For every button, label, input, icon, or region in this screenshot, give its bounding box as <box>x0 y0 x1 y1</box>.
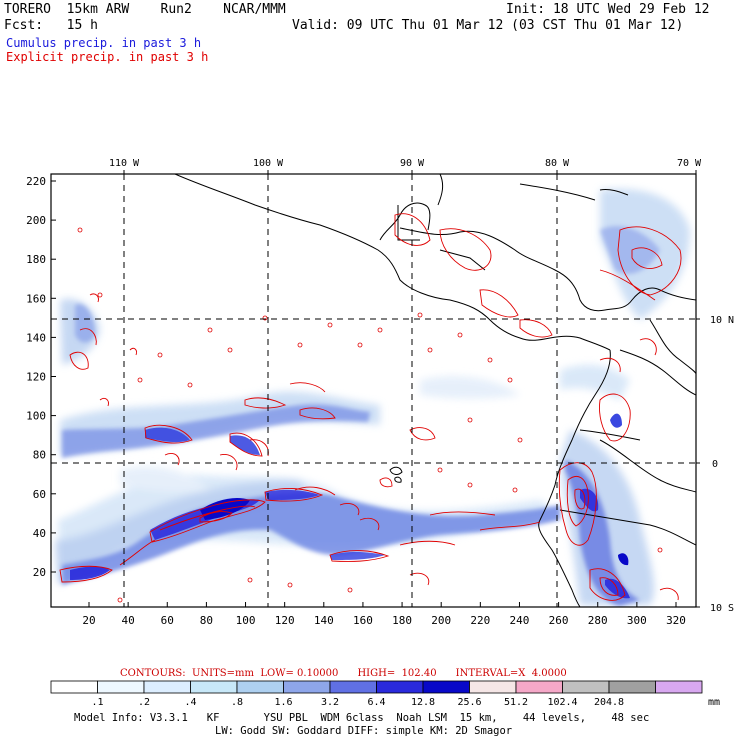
legend-swatch <box>283 680 331 694</box>
bottom-axis-label: 140 <box>314 614 334 627</box>
lon-label-110w: 110 W <box>109 158 140 169</box>
right-lat-labels: 10 N 0 10 S <box>710 315 734 614</box>
legend-swatch <box>143 680 191 694</box>
legend-swatch <box>422 680 470 694</box>
bottom-axis-label: 260 <box>549 614 569 627</box>
legend-color-bar <box>50 680 703 694</box>
right-lat-ticks <box>696 318 700 608</box>
legend-swatch <box>562 680 610 694</box>
left-axis-label: 180 <box>26 253 46 266</box>
legend-label: .4 <box>184 697 196 708</box>
legend-swatch <box>190 680 238 694</box>
top-lon-ticks <box>123 170 697 174</box>
left-axis-label: 160 <box>26 292 46 305</box>
bottom-axis-label: 100 <box>236 614 256 627</box>
footer-model-info: Model Info: V3.3.1 KF YSU PBL WDM 6class… <box>74 712 649 724</box>
bottom-axis-label: 200 <box>431 614 451 627</box>
left-axis-ticks <box>51 180 56 573</box>
legend-label: .1 <box>91 697 103 708</box>
left-axis-label: 200 <box>26 214 46 227</box>
bottom-axis-label: 160 <box>353 614 373 627</box>
bottom-axis-label: 280 <box>588 614 608 627</box>
bottom-axis-label: 240 <box>510 614 530 627</box>
legend-swatch <box>515 680 563 694</box>
bottom-axis-label: 20 <box>82 614 95 627</box>
legend-swatch <box>236 680 284 694</box>
legend-swatch <box>50 680 98 694</box>
legend-value-labels: .1 .2 .4 .8 1.6 3.2 6.4 12.8 25.6 51.2 102.4 204.8 <box>91 697 624 708</box>
legend-swatch <box>97 680 145 694</box>
legend-swatch <box>655 680 703 694</box>
left-axis-label: 20 <box>33 566 46 579</box>
legend-label: 12.8 <box>411 697 435 708</box>
footer-physics-info: LW: Godd SW: Goddard DIFF: simple KM: 2D… <box>215 725 512 737</box>
legend-swatch <box>376 680 424 694</box>
plot-frame <box>50 173 697 608</box>
legend-label: 51.2 <box>504 697 528 708</box>
header-forecast-hour: Fcst: 15 h <box>4 18 98 33</box>
legend-swatch <box>469 680 517 694</box>
legend-contour-info: CONTOURS: UNITS=mm LOW= 0.10000 HIGH= 10… <box>120 668 567 679</box>
lon-label-70w: 70 W <box>677 158 702 169</box>
lon-label-80w: 80 W <box>545 158 570 169</box>
left-axis-label: 120 <box>26 371 46 384</box>
bottom-axis-labels: 20 40 60 80 100 120 140 160 180 200 220 240 260 280 30… <box>82 614 686 627</box>
scattered-contours <box>77 227 663 603</box>
bottom-axis-label: 320 <box>666 614 686 627</box>
legend-label: 1.6 <box>274 697 292 708</box>
left-axis-label: 140 <box>26 331 46 344</box>
legend-label: 3.2 <box>321 697 339 708</box>
bottom-axis-label: 80 <box>200 614 213 627</box>
legend-label: 102.4 <box>547 697 577 708</box>
legend-swatch <box>608 680 656 694</box>
left-axis-label: 60 <box>33 488 46 501</box>
left-axis-labels: 220 200 180 160 140 120 100 80 60 40 20 <box>26 175 46 579</box>
lat-label-10n: 10 N <box>710 315 734 326</box>
field-label-cumulus: Cumulus precip. in past 3 h <box>6 36 202 50</box>
bottom-axis-label: 300 <box>627 614 647 627</box>
top-lon-labels: 110 W 100 W 90 W 80 W 70 W <box>109 158 702 169</box>
bottom-axis-label: 220 <box>470 614 490 627</box>
lon-label-90w: 90 W <box>400 158 425 169</box>
legend-units: mm <box>708 697 720 708</box>
lon-label-100w: 100 W <box>253 158 284 169</box>
legend-label: 204.8 <box>594 697 624 708</box>
header-model-title: TORERO 15km ARW Run2 NCAR/MMM <box>4 2 286 17</box>
lat-label-0: 0 <box>712 459 718 470</box>
legend-label: 6.4 <box>367 697 385 708</box>
bottom-axis-label: 40 <box>122 614 135 627</box>
bottom-axis-label: 180 <box>392 614 412 627</box>
field-label-explicit: Explicit precip. in past 3 h <box>6 50 209 64</box>
precip-shading-layer <box>55 188 690 606</box>
bottom-axis-label: 120 <box>275 614 295 627</box>
header-init-time: Init: 18 UTC Wed 29 Feb 12 <box>506 2 710 17</box>
bottom-axis-label: 60 <box>161 614 174 627</box>
legend-swatch <box>329 680 377 694</box>
legend-label: .8 <box>231 697 243 708</box>
left-axis-label: 100 <box>26 410 46 423</box>
left-axis-label: 220 <box>26 175 46 188</box>
lat-lon-grid <box>51 174 696 607</box>
left-axis-label: 80 <box>33 449 46 462</box>
legend-label: .2 <box>138 697 150 708</box>
left-axis-label: 40 <box>33 527 46 540</box>
header-valid-time: Valid: 09 UTC Thu 01 Mar 12 (03 CST Thu … <box>292 18 684 33</box>
bottom-axis-ticks <box>88 602 677 607</box>
explicit-precip-contours <box>59 213 682 601</box>
legend-label: 25.6 <box>457 697 481 708</box>
lat-label-10s: 10 S <box>710 603 734 614</box>
